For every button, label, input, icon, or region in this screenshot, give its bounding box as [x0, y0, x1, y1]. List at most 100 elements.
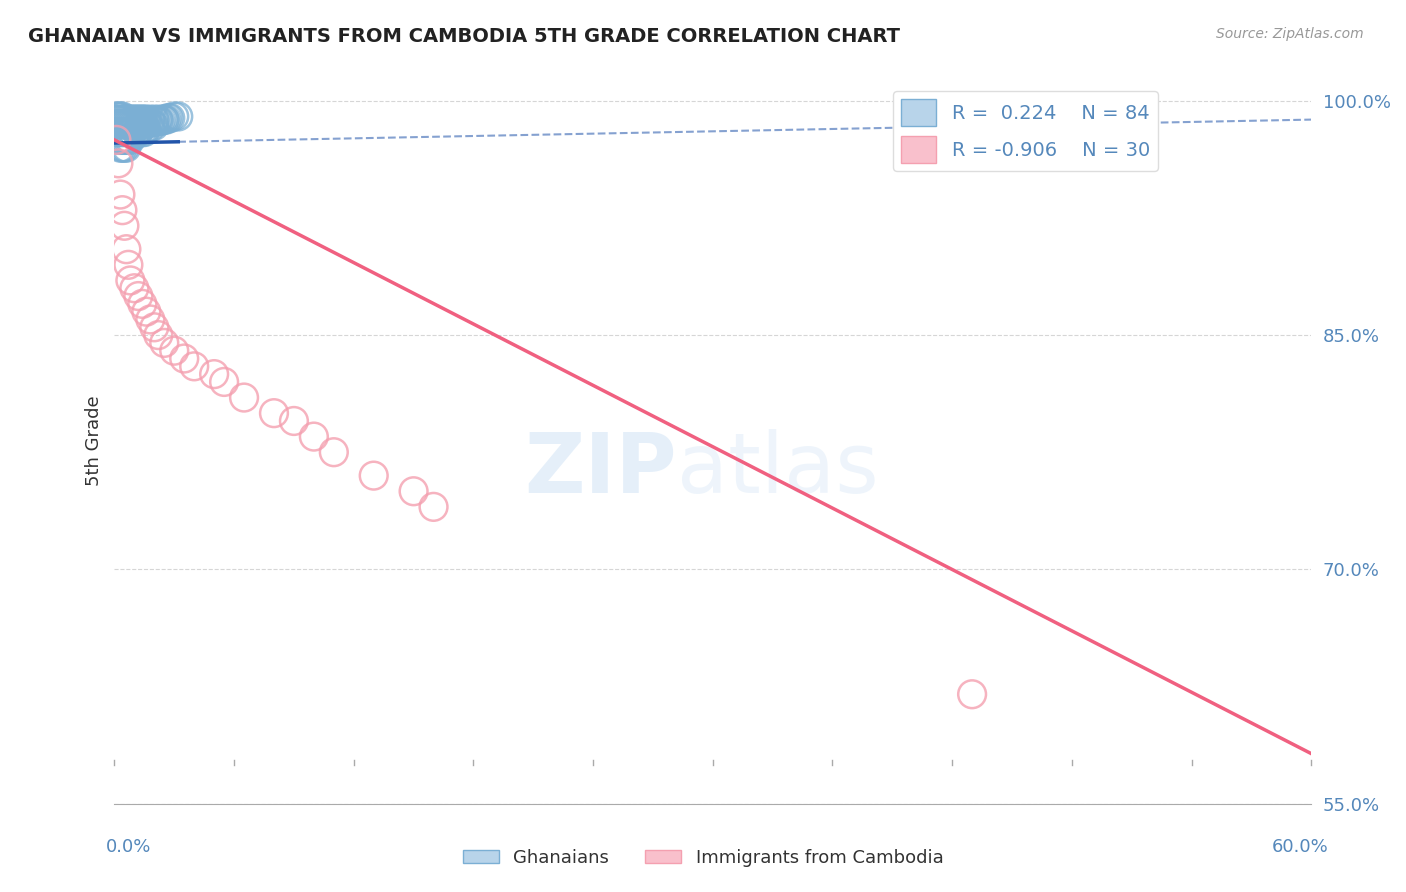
Point: [157, 111, 180, 125]
Point: [111, 203, 134, 218]
Point: [143, 114, 166, 128]
Point: [183, 359, 205, 374]
Point: [115, 125, 138, 139]
Point: [107, 125, 129, 139]
Point: [115, 242, 138, 256]
Point: [127, 117, 149, 131]
Point: [139, 112, 162, 127]
Point: [127, 289, 149, 303]
Point: [110, 141, 132, 155]
Point: [112, 112, 135, 127]
Point: [134, 117, 156, 131]
Point: [110, 110, 132, 124]
Point: [159, 111, 181, 125]
Point: [363, 468, 385, 483]
Point: [124, 281, 146, 295]
Point: [136, 116, 159, 130]
Legend: R =  0.224    N = 84, R = -0.906    N = 30: R = 0.224 N = 84, R = -0.906 N = 30: [893, 91, 1159, 171]
Point: [202, 367, 225, 381]
Point: [124, 128, 146, 143]
Point: [121, 125, 143, 139]
Point: [111, 117, 134, 131]
Point: [127, 112, 149, 127]
Point: [148, 112, 170, 127]
Point: [143, 112, 166, 127]
Point: [263, 406, 285, 420]
Point: [153, 335, 176, 350]
Point: [131, 297, 153, 311]
Point: [153, 112, 176, 127]
Point: [143, 119, 166, 133]
Point: [107, 117, 129, 131]
Point: [110, 112, 132, 127]
Point: [105, 125, 128, 139]
Point: [212, 375, 235, 389]
Point: [110, 125, 132, 139]
Text: Source: ZipAtlas.com: Source: ZipAtlas.com: [1216, 27, 1364, 41]
Point: [131, 125, 153, 139]
Text: 60.0%: 60.0%: [1272, 838, 1329, 856]
Point: [135, 122, 157, 136]
Point: [131, 112, 153, 127]
Point: [115, 117, 138, 131]
Point: [422, 500, 444, 514]
Point: [145, 114, 167, 128]
Point: [141, 116, 163, 130]
Point: [105, 112, 128, 127]
Text: ZIP: ZIP: [524, 429, 676, 510]
Point: [322, 445, 344, 459]
Point: [135, 304, 157, 318]
Point: [143, 320, 166, 334]
Point: [135, 116, 157, 130]
Point: [167, 110, 190, 124]
Point: [149, 114, 172, 128]
Text: GHANAIAN VS IMMIGRANTS FROM CAMBODIA 5TH GRADE CORRELATION CHART: GHANAIAN VS IMMIGRANTS FROM CAMBODIA 5TH…: [28, 27, 900, 45]
Point: [107, 112, 129, 127]
Point: [117, 125, 139, 139]
Point: [112, 117, 135, 131]
Point: [148, 328, 170, 343]
Point: [112, 125, 135, 139]
Point: [110, 117, 132, 131]
Point: [111, 133, 134, 147]
Point: [124, 117, 146, 131]
Point: [150, 112, 173, 127]
Point: [110, 133, 132, 147]
Point: [135, 112, 157, 127]
Point: [129, 117, 152, 131]
Point: [153, 112, 176, 127]
Point: [112, 219, 135, 233]
Point: [139, 116, 162, 130]
Point: [173, 351, 195, 366]
Point: [402, 484, 425, 499]
Point: [163, 110, 186, 124]
Point: [155, 112, 177, 127]
Point: [112, 141, 135, 155]
Y-axis label: 5th Grade: 5th Grade: [86, 395, 103, 486]
Point: [117, 258, 139, 272]
Point: [120, 117, 142, 131]
Point: [129, 122, 152, 136]
Text: 0.0%: 0.0%: [105, 838, 150, 856]
Point: [111, 112, 134, 127]
Point: [115, 112, 138, 127]
Point: [120, 273, 142, 287]
Point: [139, 312, 162, 326]
Text: atlas: atlas: [676, 429, 879, 510]
Point: [148, 114, 170, 128]
Point: [115, 141, 138, 155]
Point: [139, 120, 162, 135]
Point: [134, 112, 156, 127]
Point: [117, 117, 139, 131]
Point: [233, 391, 256, 405]
Point: [125, 117, 148, 131]
Point: [107, 133, 129, 147]
Point: [107, 110, 129, 124]
Point: [120, 125, 142, 139]
Point: [124, 112, 146, 127]
Point: [283, 414, 305, 428]
Point: [105, 133, 128, 147]
Point: [105, 110, 128, 124]
Point: [127, 125, 149, 139]
Point: [121, 112, 143, 127]
